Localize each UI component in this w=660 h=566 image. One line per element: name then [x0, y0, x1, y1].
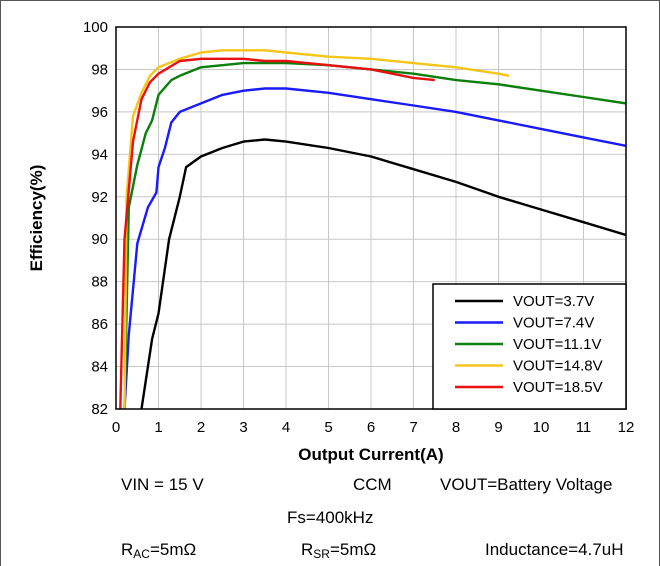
rsr-subscript: SR — [313, 547, 330, 561]
x-tick-label: 1 — [154, 419, 162, 436]
switching-frequency: Fs=400kHz — [287, 508, 374, 527]
y-tick-label: 90 — [91, 231, 108, 248]
legend-label: VOUT=18.5V — [513, 379, 603, 396]
rsr-symbol: R — [301, 540, 314, 559]
vout-condition: VOUT=Battery Voltage — [440, 475, 613, 494]
x-tick-label: 5 — [324, 419, 332, 436]
series-line-vout-3-7v — [140, 138, 626, 409]
x-tick-label: 11 — [576, 419, 592, 436]
mode-condition: CCM — [353, 475, 392, 494]
rsr-condition: RSR=5mΩ — [301, 540, 376, 561]
axes — [115, 26, 627, 410]
x-tick-label: 12 — [618, 419, 635, 436]
x-tick-label: 0 — [112, 419, 120, 436]
y-axis-label: Efficiency(%) — [27, 165, 46, 272]
frame-left-border — [0, 0, 1, 566]
series-layer — [119, 49, 626, 409]
legend-label: VOUT=14.8V — [513, 358, 603, 375]
y-tick-label: 88 — [91, 274, 108, 291]
x-tick-label: 10 — [533, 419, 550, 436]
y-tick-label: 94 — [91, 146, 108, 163]
legend-label: VOUT=7.4V — [513, 315, 594, 332]
x-axis-label: Output Current(A) — [298, 445, 443, 464]
frame-top-border — [0, 0, 660, 1]
x-tick-label: 3 — [239, 419, 247, 436]
rsr-value: =5mΩ — [329, 540, 377, 559]
rac-symbol: R — [121, 540, 134, 559]
legend-label: VOUT=3.7V — [513, 293, 594, 310]
rac-condition: RAC=5mΩ — [121, 540, 196, 561]
rac-value: =5mΩ — [149, 540, 197, 559]
y-tick-label: 98 — [91, 61, 108, 78]
y-tick-label: 84 — [91, 359, 108, 376]
rac-subscript: AC — [133, 547, 150, 561]
x-tick-label: 6 — [367, 419, 375, 436]
x-tick-label: 9 — [494, 419, 502, 436]
y-tick-label: 92 — [91, 189, 108, 206]
vin-condition: VIN = 15 V — [121, 475, 204, 494]
x-tick-label: 8 — [452, 419, 460, 436]
legend: VOUT=3.7V VOUT=7.4V VOUT=11.1V VOUT=14.8V VO… — [432, 283, 627, 410]
y-tick-label: 86 — [91, 316, 108, 333]
x-tick-label: 4 — [282, 419, 290, 436]
legend-label: VOUT=11.1V — [513, 336, 602, 353]
plot-border — [115, 26, 627, 410]
inductance-condition: Inductance=4.7uH — [485, 540, 624, 559]
series-line-vout-11-1v — [123, 61, 626, 409]
series-line-vout-14-8v — [123, 49, 510, 409]
y-tick-label: 96 — [91, 104, 108, 121]
y-tick-label: 100 — [83, 19, 108, 36]
y-tick-label: 82 — [91, 401, 108, 418]
x-tick-label: 2 — [197, 419, 205, 436]
series-line-vout-7-4v — [123, 87, 626, 409]
series-line-vout-18-5v — [119, 57, 435, 409]
x-tick-label: 7 — [409, 419, 417, 436]
